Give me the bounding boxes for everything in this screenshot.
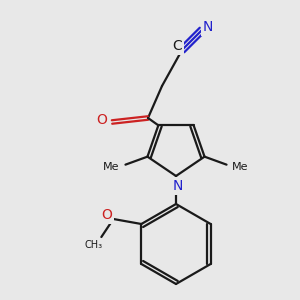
Text: N: N: [203, 20, 213, 34]
Text: Me: Me: [103, 162, 120, 172]
Text: CH₃: CH₃: [84, 240, 102, 250]
Text: O: O: [101, 208, 112, 222]
Text: N: N: [173, 179, 183, 193]
Text: O: O: [97, 113, 107, 127]
Text: O: O: [97, 113, 107, 127]
Text: O: O: [101, 208, 112, 222]
Text: N: N: [173, 179, 183, 193]
Text: C: C: [172, 40, 182, 52]
Text: Me: Me: [232, 162, 249, 172]
Text: C: C: [172, 39, 182, 53]
Text: N: N: [203, 20, 213, 34]
